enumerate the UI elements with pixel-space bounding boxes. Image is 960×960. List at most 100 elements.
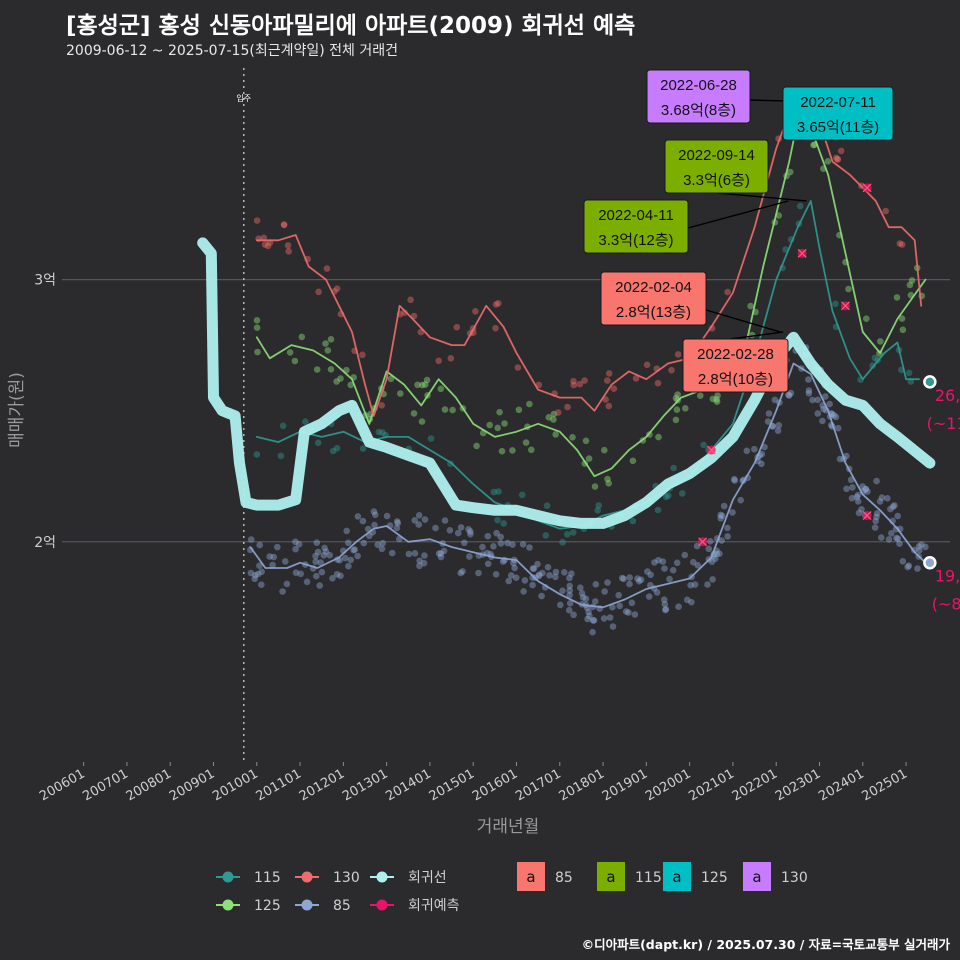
scatter-point xyxy=(584,615,591,623)
scatter-point xyxy=(292,538,299,546)
scatter-point xyxy=(253,317,261,324)
scatter-point xyxy=(620,575,627,583)
scatter-point xyxy=(662,606,669,614)
annotation-date: 2022-07-11 xyxy=(800,94,876,111)
scatter-point xyxy=(252,571,259,579)
scatter-point xyxy=(492,571,500,578)
scatter-point xyxy=(655,556,662,564)
scatter-point xyxy=(862,485,869,493)
scatter-point xyxy=(591,483,599,490)
scatter-point xyxy=(467,528,474,535)
scatter-point xyxy=(708,558,716,565)
scatter-point xyxy=(877,338,884,345)
scatter-point xyxy=(700,441,707,449)
scatter-point xyxy=(457,524,465,531)
scatter-point xyxy=(435,550,443,557)
scatter-point xyxy=(277,452,285,460)
scatter-point xyxy=(437,553,445,561)
scatter-point xyxy=(526,544,533,551)
scatter-point xyxy=(484,532,492,540)
scatter-point xyxy=(592,598,599,605)
scatter-point xyxy=(832,300,839,308)
scatter-point xyxy=(713,550,721,558)
legend-label-key xyxy=(743,862,771,891)
scatter-point xyxy=(873,477,880,485)
scatter-point xyxy=(371,521,378,529)
scatter-point xyxy=(411,550,419,557)
scatter-point xyxy=(337,375,344,382)
scatter-point xyxy=(378,402,386,409)
annotation-layer: 26,050 (~115㎡) 19,150 (~85㎡) 2022-06-28 3.68억… xyxy=(583,69,960,614)
scatter-point xyxy=(561,569,568,576)
scatter-point xyxy=(393,518,401,525)
x-tick-label: 200901 xyxy=(167,766,217,804)
scatter-point xyxy=(605,370,613,377)
scatter-point xyxy=(724,524,731,532)
scatter-point xyxy=(884,495,891,502)
scatter-point xyxy=(570,381,578,389)
x-tick-label: 201501 xyxy=(427,766,477,804)
scatter-point xyxy=(878,494,886,501)
scatter-point xyxy=(269,561,276,569)
scatter-point xyxy=(261,241,269,248)
scatter-point xyxy=(672,416,680,424)
scatter-point xyxy=(329,575,336,582)
scatter-point xyxy=(530,565,538,572)
scatter-point xyxy=(432,524,439,532)
scatter-point xyxy=(544,563,552,571)
scatter-point xyxy=(446,527,454,534)
scatter-point xyxy=(894,512,901,520)
scatter-point xyxy=(441,406,449,413)
scatter-point xyxy=(653,589,661,596)
scatter-point xyxy=(922,543,929,551)
legend-line-marker xyxy=(376,899,388,911)
scatter-point xyxy=(586,612,593,620)
series-end-marker xyxy=(923,555,937,570)
scatter-point xyxy=(479,543,486,551)
scatter-point xyxy=(836,455,844,463)
scatter-point xyxy=(535,571,543,578)
scatter-point xyxy=(569,434,576,441)
scatter-point xyxy=(493,529,500,537)
scatter-point xyxy=(447,355,455,362)
scatter-point xyxy=(529,565,537,572)
scatter-point xyxy=(495,300,502,307)
scatter-point xyxy=(628,599,636,607)
scatter-point xyxy=(295,540,303,548)
scatter-point xyxy=(566,587,573,594)
scatter-point xyxy=(486,421,494,429)
scatter-point xyxy=(534,560,541,568)
scatter-point xyxy=(500,520,508,527)
annotation-box xyxy=(782,86,894,141)
scatter-point xyxy=(285,248,293,255)
scatter-point xyxy=(899,326,907,334)
scatter-point xyxy=(761,443,768,451)
scatter-point xyxy=(889,503,897,511)
scatter-point xyxy=(655,433,662,441)
scatter-point xyxy=(683,596,691,604)
scatter-point xyxy=(440,547,448,555)
scatter-point xyxy=(898,241,906,248)
scatter-point xyxy=(625,609,632,616)
scatter-point xyxy=(731,477,738,484)
scatter-point xyxy=(297,570,305,578)
scatter-point xyxy=(751,445,758,453)
scatter-point xyxy=(324,347,332,354)
scatter-point xyxy=(855,509,863,517)
scatter-point xyxy=(354,552,361,560)
annotation-leader xyxy=(705,309,781,333)
scatter-point xyxy=(514,364,522,371)
scatter-point xyxy=(581,377,588,384)
scatter-point xyxy=(519,541,527,548)
scatter-point xyxy=(509,541,516,548)
scatter-point xyxy=(905,369,913,377)
scatter-point xyxy=(873,510,881,517)
annotation-date: 2022-09-14 xyxy=(678,147,755,164)
scatter-point xyxy=(786,168,794,176)
scatter-point xyxy=(475,569,482,577)
scatter-point xyxy=(834,155,841,163)
scatter-point xyxy=(498,447,506,455)
scatter-point xyxy=(570,377,577,385)
scatter-point xyxy=(820,405,827,413)
